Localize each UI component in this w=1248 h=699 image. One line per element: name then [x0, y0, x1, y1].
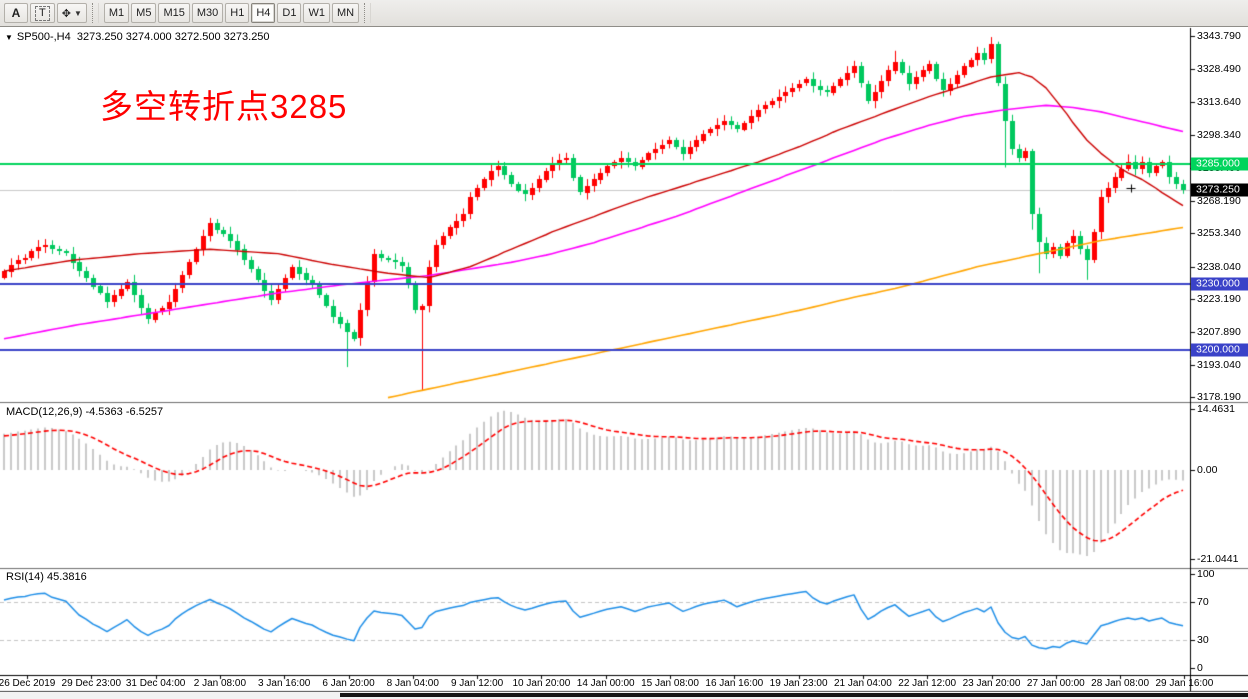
text-tool-button[interactable]: T — [30, 3, 55, 23]
timeframe-group: M1 M5 M15 M30 H1 H4 D1 W1 MN — [103, 3, 360, 23]
price-tick-label: 3268.190 — [1197, 194, 1241, 207]
macd-label: MACD(12,26,9) -4.5363 -6.5257 — [6, 406, 164, 418]
price-badge: 3273.250 — [1191, 183, 1248, 197]
date-axis-label: 15 Jan 08:00 — [641, 678, 699, 689]
toolbar-separator — [364, 3, 372, 23]
timeframe-button-m30[interactable]: M30 — [191, 3, 224, 23]
rsi-axis-label: 30 — [1197, 633, 1209, 646]
price-tick-label: 3207.890 — [1197, 326, 1241, 339]
date-axis-label: 2 Jan 08:00 — [193, 678, 247, 689]
timeframe-button-m1[interactable]: M1 — [103, 3, 130, 23]
price-badge: 3200.000 — [1191, 343, 1248, 357]
macd-axis-label: -21.0441 — [1197, 552, 1239, 565]
macd-axis-label: 14.4631 — [1197, 403, 1235, 416]
date-axis-label: 9 Jan 12:00 — [450, 678, 504, 689]
rsi-label: RSI(14) 45.3816 — [6, 571, 87, 583]
timeframe-button-m15[interactable]: M15 — [158, 3, 190, 23]
horizontal-scrollbar-track[interactable] — [0, 692, 1248, 699]
cursor-tool-icon: ✥ — [61, 7, 71, 20]
date-axis-label: 26 Dec 2019 — [0, 678, 56, 689]
price-tick-label: 3298.340 — [1197, 129, 1241, 142]
date-axis-label: 3 Jan 16:00 — [258, 678, 311, 689]
date-axis-label: 23 Jan 20:00 — [962, 678, 1021, 689]
macd-axis-label: 0.00 — [1197, 464, 1218, 476]
text-tool-icon: T — [35, 5, 50, 21]
price-badge: 3285.000 — [1191, 157, 1248, 171]
timeframe-button-d1[interactable]: D1 — [277, 3, 302, 23]
annotation-tool-button[interactable]: A — [4, 3, 28, 23]
date-axis-label: 8 Jan 04:00 — [386, 678, 439, 689]
date-axis-label: 10 Jan 20:00 — [512, 678, 571, 689]
rsi-axis-label: 0 — [1197, 662, 1203, 674]
price-badge: 3230.000 — [1191, 277, 1248, 291]
chevron-down-icon: ▼ — [73, 8, 82, 18]
date-axis-label: 14 Jan 00:00 — [576, 678, 635, 689]
date-axis-label: 28 Jan 08:00 — [1091, 678, 1150, 689]
date-axis-label: 22 Jan 12:00 — [898, 678, 957, 689]
date-axis-label: 21 Jan 04:00 — [833, 678, 892, 689]
timeframe-button-m5[interactable]: M5 — [131, 3, 157, 23]
rsi-axis-label: 70 — [1197, 596, 1209, 609]
price-tick-label: 3313.640 — [1197, 95, 1241, 108]
price-tick-label: 3238.040 — [1197, 260, 1241, 273]
price-tick-label: 3178.190 — [1197, 391, 1241, 404]
timeframe-button-h4[interactable]: H4 — [251, 3, 276, 23]
date-axis-label: 6 Jan 20:00 — [322, 678, 375, 689]
timeframe-button-mn[interactable]: MN — [331, 3, 360, 23]
date-axis-label: 16 Jan 16:00 — [705, 678, 764, 689]
date-axis-label: 29 Dec 23:00 — [61, 678, 122, 689]
timeframe-button-w1[interactable]: W1 — [303, 3, 330, 23]
rsi-axis-label: 100 — [1197, 568, 1215, 580]
price-tick-label: 3253.340 — [1197, 227, 1241, 240]
date-axis-label: 27 Jan 00:00 — [1026, 678, 1085, 689]
toolbar: A T ✥ ▼ M1 M5 M15 M30 H1 H4 D1 W1 MN — [0, 0, 1248, 27]
date-axis-label: 31 Dec 04:00 — [125, 678, 186, 689]
date-axis-label: 19 Jan 23:00 — [769, 678, 828, 689]
chart-text-annotation: 多空转折点3285 — [100, 88, 348, 125]
ohlc-quote-label: 3273.250 3274.000 3272.500 3273.250 — [76, 31, 270, 43]
date-axis-label: 29 Jan 16:00 — [1155, 678, 1214, 689]
price-tick-label: 3223.190 — [1197, 293, 1241, 306]
horizontal-scrollbar-thumb[interactable] — [340, 693, 1248, 697]
timeframe-button-h1[interactable]: H1 — [225, 3, 250, 23]
toolbar-separator — [91, 3, 99, 23]
price-tick-label: 3328.490 — [1197, 63, 1241, 76]
price-tick-label: 3193.040 — [1197, 358, 1241, 371]
price-tick-label: 3343.790 — [1197, 30, 1241, 42]
cursor-tool-button[interactable]: ✥ ▼ — [56, 3, 87, 23]
symbol-period-label: SP500-,H4 — [16, 31, 71, 43]
chart-title: ▼ SP500-,H4 3273.250 3274.000 3272.500 32… — [5, 31, 270, 43]
collapse-triangle-icon: ▼ — [5, 33, 13, 42]
